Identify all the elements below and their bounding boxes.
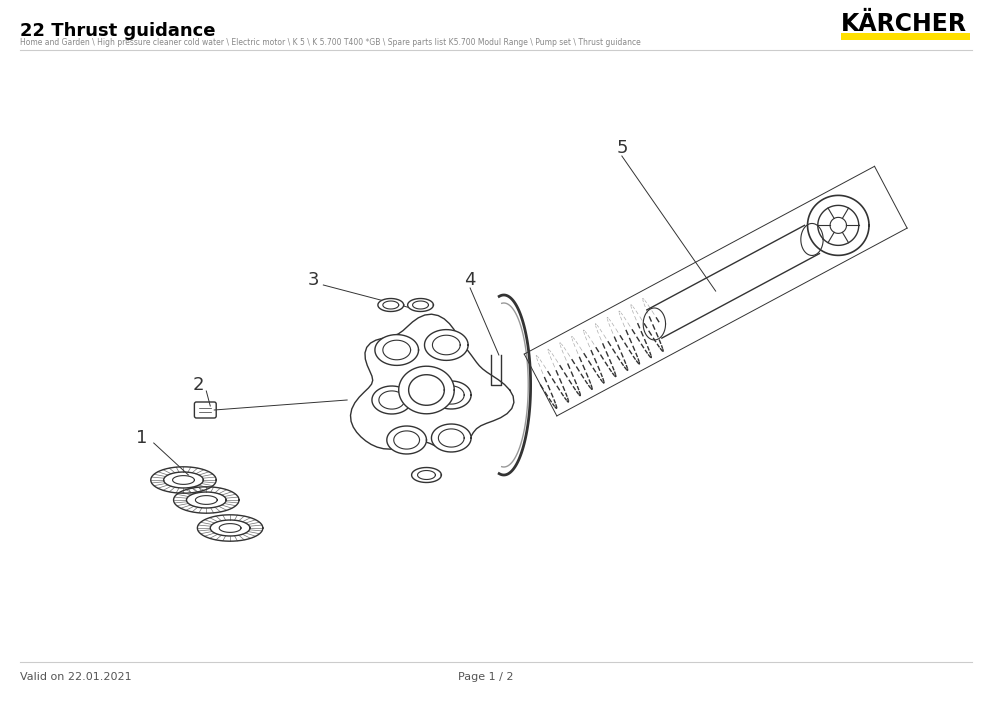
Polygon shape	[431, 381, 471, 409]
Polygon shape	[378, 298, 404, 312]
Text: 4: 4	[464, 271, 476, 289]
Polygon shape	[424, 329, 468, 361]
Polygon shape	[372, 386, 412, 414]
Text: Page 1 / 2: Page 1 / 2	[458, 672, 514, 682]
Text: Home and Garden \ High pressure cleaner cold water \ Electric motor \ K 5 \ K 5.: Home and Garden \ High pressure cleaner …	[20, 38, 641, 47]
Text: 22 Thrust guidance: 22 Thrust guidance	[20, 22, 215, 40]
FancyBboxPatch shape	[194, 402, 216, 418]
Polygon shape	[375, 334, 419, 366]
Polygon shape	[387, 426, 426, 454]
Text: KÄRCHER: KÄRCHER	[841, 12, 967, 36]
Polygon shape	[431, 424, 471, 452]
Text: Valid on 22.01.2021: Valid on 22.01.2021	[20, 672, 131, 682]
Text: 1: 1	[136, 429, 148, 447]
Text: 3: 3	[308, 271, 319, 289]
Bar	[841, 33, 970, 40]
Text: 2: 2	[193, 376, 204, 394]
Polygon shape	[408, 298, 433, 312]
Polygon shape	[350, 314, 514, 451]
Polygon shape	[409, 375, 444, 405]
Polygon shape	[399, 366, 454, 414]
Text: 5: 5	[616, 139, 628, 157]
Polygon shape	[412, 467, 441, 482]
